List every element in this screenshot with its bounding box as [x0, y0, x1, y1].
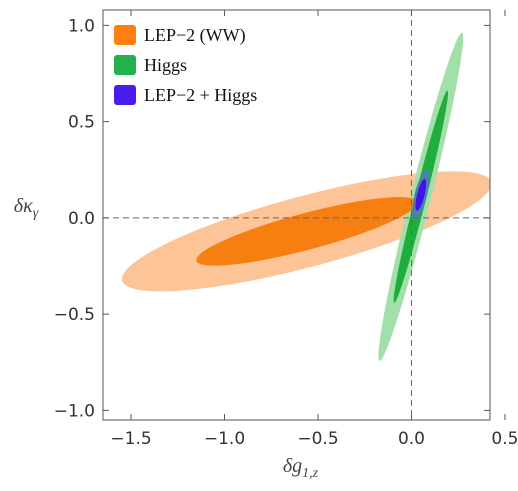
y-tick-label: −0.5: [54, 305, 95, 325]
y-axis-label-main: δκ: [14, 195, 33, 217]
x-tick-label: 0.0: [398, 429, 425, 449]
legend-swatch: [114, 25, 136, 45]
y-tick-label: 0.5: [68, 113, 95, 133]
plot-frame: [102, 9, 491, 421]
legend: LEP−2 (WW) Higgs LEP−2 + Higgs: [114, 25, 257, 105]
x-axis-label-main: δg: [283, 455, 302, 477]
x-tick-label: −0.5: [297, 429, 338, 449]
legend-label: Higgs: [144, 55, 187, 75]
y-axis-label-sub: γ: [33, 206, 39, 221]
x-tick-label: −1.0: [204, 429, 245, 449]
legend-label: LEP−2 + Higgs: [144, 85, 257, 105]
y-tick-label: 1.0: [68, 16, 95, 36]
y-tick-label: −1.0: [54, 401, 95, 421]
reference-lines: [103, 10, 490, 420]
y-axis-label: δκγ: [14, 195, 39, 221]
x-axis-label: δg1,z: [283, 455, 319, 481]
x-axis-label-sub: 1,z: [302, 466, 319, 481]
x-tick-label: 0.5: [491, 429, 518, 449]
legend-swatch: [114, 55, 136, 75]
confidence-regions: [121, 32, 490, 361]
y-tick-label: 0.0: [68, 209, 95, 229]
legend-label: LEP−2 (WW): [144, 25, 246, 46]
lep-2-higgs-inner-region: [415, 178, 427, 211]
lep-2-ww-inner-region: [196, 197, 418, 266]
legend-swatch: [114, 85, 136, 105]
axis-ticks: −1.5 −1.0 −0.5 0.0 0.5 −1.0 −0.5 0.0 0.5 1.0: [54, 10, 518, 449]
x-tick-label: −1.5: [110, 429, 151, 449]
